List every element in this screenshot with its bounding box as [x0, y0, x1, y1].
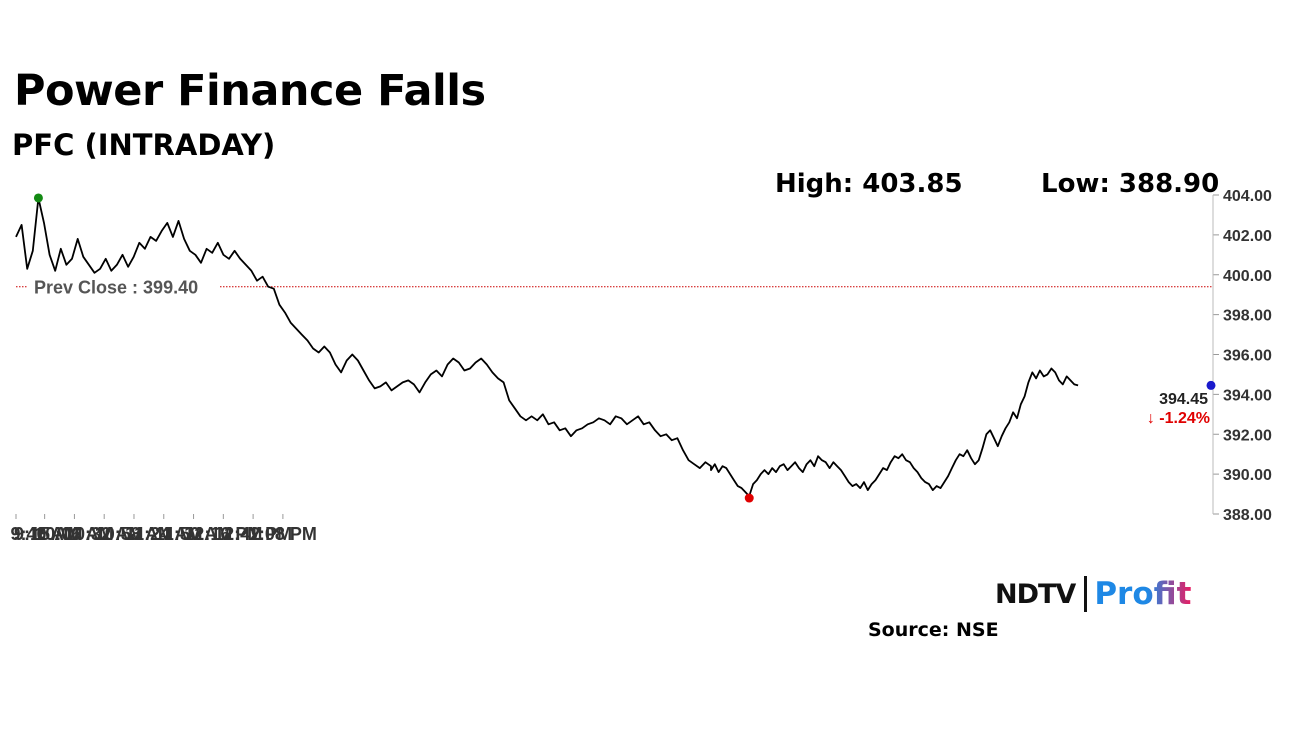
y-tick-label: 400.00	[1223, 268, 1272, 285]
y-tick-label: 394.00	[1223, 387, 1272, 404]
logo-profit-text: Profit	[1094, 576, 1192, 612]
high-label: High: 403.85	[775, 169, 963, 199]
last-price-marker	[1206, 380, 1216, 390]
price-series	[15, 197, 1079, 497]
x-tick-label: 1:08 PM	[249, 524, 317, 544]
y-tick-label: 388.00	[1223, 507, 1272, 524]
prev-close-label-bg	[28, 274, 220, 299]
chart-title: Power Finance Falls	[14, 66, 486, 116]
y-tick-label: 390.00	[1223, 467, 1272, 484]
x-tick-label: 11:24 AM	[125, 524, 202, 544]
price-line	[15, 197, 1079, 497]
x-tick-label: 10:32 AM	[65, 524, 143, 544]
x-tick-label: 9:15 AM	[14, 524, 82, 544]
source-note: Source: NSE	[868, 619, 999, 641]
y-tick-label: 396.00	[1223, 348, 1272, 365]
x-tick-label: 12:16 PM	[184, 524, 262, 544]
low-marker	[744, 493, 754, 503]
x-tick-label: 10:06 AM	[35, 524, 113, 544]
markers	[33, 193, 1216, 503]
y-tick-label: 404.00	[1223, 188, 1272, 205]
x-tick-label: 12:42 PM	[214, 524, 292, 544]
logo-divider	[1084, 576, 1088, 612]
logo-ndtv-text: NDTV	[995, 578, 1076, 610]
x-tick-label: 10:58 AM	[95, 524, 173, 544]
ndtv-profit-logo: NDTV Profit	[995, 574, 1191, 614]
x-tick-label: 11:50 AM	[155, 524, 232, 544]
y-tick-label: 398.00	[1223, 308, 1272, 325]
low-label: Low: 388.90	[1041, 169, 1220, 199]
chart-subtitle: PFC (INTRADAY)	[12, 128, 276, 162]
high-marker	[33, 193, 43, 203]
prev-close-label: Prev Close : 399.40	[34, 278, 198, 298]
y-tick-label: 402.00	[1223, 228, 1272, 245]
y-axis: 388.00 390.00 392.00 394.00 396.00 398.00 400.…	[1212, 188, 1272, 524]
x-tick-label: 9:40 AM	[10, 524, 78, 544]
y-tick-label: 392.00	[1223, 427, 1272, 444]
change-label: ↓ -1.24%	[1147, 410, 1210, 427]
last-price-label: 394.45	[1159, 391, 1208, 408]
